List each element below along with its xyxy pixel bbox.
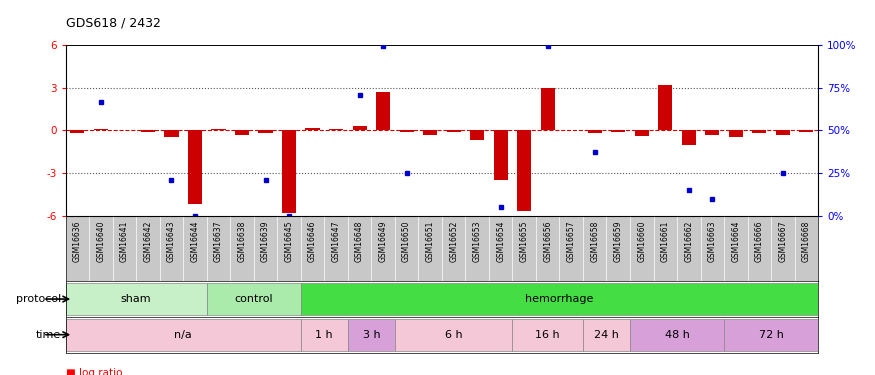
Text: hemorrhage: hemorrhage [525, 294, 593, 304]
Bar [305, 128, 319, 130]
Bar [301, 283, 818, 315]
Bar [141, 130, 155, 132]
Text: GSM16657: GSM16657 [567, 221, 576, 262]
Text: control: control [234, 294, 273, 304]
Bar [400, 130, 414, 132]
Bar [258, 130, 273, 133]
Bar [348, 319, 395, 351]
Bar [66, 283, 206, 315]
Text: 48 h: 48 h [665, 330, 690, 340]
Text: GSM16640: GSM16640 [96, 221, 105, 262]
Bar [611, 130, 626, 132]
Text: 1 h: 1 h [316, 330, 333, 340]
Text: GSM16645: GSM16645 [284, 221, 293, 262]
Text: GSM16638: GSM16638 [237, 221, 247, 262]
Bar [800, 130, 814, 132]
Bar [206, 283, 301, 315]
Text: GSM16643: GSM16643 [167, 221, 176, 262]
Text: GSM16649: GSM16649 [379, 221, 388, 262]
Bar [470, 130, 484, 140]
Text: 3 h: 3 h [362, 330, 380, 340]
Text: 6 h: 6 h [444, 330, 463, 340]
Text: GSM16647: GSM16647 [332, 221, 340, 262]
Bar [752, 130, 766, 133]
Bar [212, 129, 226, 130]
Text: GSM16637: GSM16637 [214, 221, 223, 262]
Bar [329, 129, 343, 130]
Text: GSM16656: GSM16656 [543, 221, 552, 262]
Bar [66, 319, 301, 351]
Bar [493, 130, 507, 180]
Bar [630, 319, 724, 351]
Bar [724, 319, 818, 351]
Bar [517, 130, 531, 212]
Bar [776, 130, 790, 135]
Bar [188, 130, 202, 204]
Text: GSM16652: GSM16652 [449, 221, 458, 262]
Text: 16 h: 16 h [536, 330, 560, 340]
Text: GSM16661: GSM16661 [661, 221, 669, 262]
Text: GSM16660: GSM16660 [637, 221, 647, 262]
Bar [94, 129, 108, 130]
Text: GSM16666: GSM16666 [755, 221, 764, 262]
Text: GSM16663: GSM16663 [708, 221, 717, 262]
Text: GSM16651: GSM16651 [425, 221, 435, 262]
Bar [634, 130, 649, 136]
Text: 24 h: 24 h [594, 330, 619, 340]
Text: GSM16658: GSM16658 [591, 221, 599, 262]
Bar [164, 130, 178, 137]
Text: GSM16644: GSM16644 [191, 221, 200, 262]
Bar [705, 130, 719, 135]
Text: GSM16648: GSM16648 [355, 221, 364, 262]
Text: GSM16653: GSM16653 [473, 221, 481, 262]
Bar [395, 319, 513, 351]
Bar [583, 319, 630, 351]
Bar [282, 130, 296, 213]
Text: time: time [36, 330, 61, 340]
Bar [424, 130, 438, 135]
Text: GSM16639: GSM16639 [261, 221, 270, 262]
Text: GSM16659: GSM16659 [613, 221, 623, 262]
Bar [658, 85, 672, 130]
Text: GSM16642: GSM16642 [144, 221, 152, 262]
Text: GSM16641: GSM16641 [120, 221, 129, 262]
Text: GSM16654: GSM16654 [496, 221, 505, 262]
Bar [301, 319, 348, 351]
Text: GSM16668: GSM16668 [802, 221, 811, 262]
Text: 72 h: 72 h [759, 330, 783, 340]
Text: GSM16667: GSM16667 [779, 221, 788, 262]
Text: sham: sham [121, 294, 151, 304]
Bar [446, 130, 461, 132]
Bar [682, 130, 696, 144]
Text: GSM16636: GSM16636 [73, 221, 82, 262]
Text: GSM16655: GSM16655 [520, 221, 528, 262]
Text: GSM16646: GSM16646 [308, 221, 317, 262]
Bar [588, 130, 602, 133]
Text: GSM16650: GSM16650 [402, 221, 411, 262]
Text: GSM16664: GSM16664 [732, 221, 740, 262]
Bar [541, 88, 555, 130]
Bar [70, 130, 85, 133]
Text: ■ log ratio: ■ log ratio [66, 368, 123, 375]
Text: GDS618 / 2432: GDS618 / 2432 [66, 17, 160, 30]
Text: protocol: protocol [16, 294, 61, 304]
Bar [234, 130, 249, 135]
Text: n/a: n/a [174, 330, 192, 340]
Bar [376, 92, 390, 130]
Bar [353, 126, 367, 130]
Text: GSM16662: GSM16662 [684, 221, 693, 262]
Bar [729, 130, 743, 137]
Bar [513, 319, 583, 351]
